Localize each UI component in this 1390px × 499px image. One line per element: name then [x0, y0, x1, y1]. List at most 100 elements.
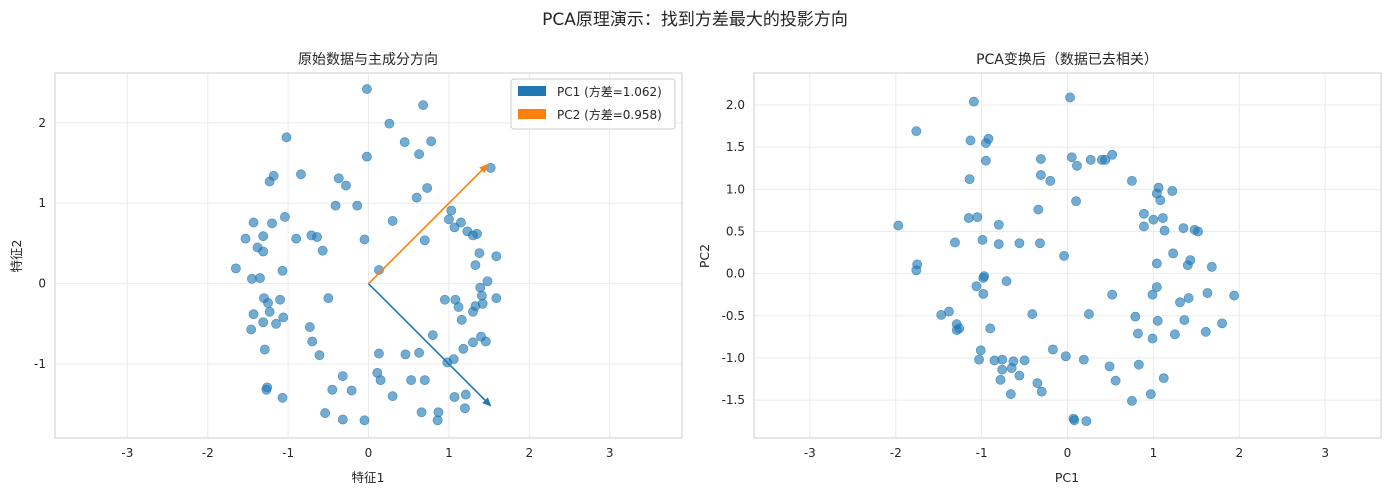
left-data-point [307, 336, 318, 347]
right-data-point [1104, 361, 1115, 372]
right-data-point [1183, 293, 1194, 303]
right-data-point [936, 310, 947, 320]
right-data-point [911, 126, 922, 137]
right-ytick-label: -1.0 [722, 351, 745, 365]
left-data-point [460, 403, 470, 414]
left-data-point [475, 282, 486, 293]
left-data-point [264, 306, 275, 317]
legend-label-pc2: PC2 (方差=0.958) [557, 107, 662, 122]
right-data-point [1159, 225, 1170, 236]
left-data-point [337, 414, 348, 425]
right-ytick-label: -1.5 [722, 393, 745, 407]
legend-frame [510, 78, 676, 130]
right-data-point [1127, 396, 1137, 406]
right-data-point [1069, 415, 1080, 426]
left-data-point [330, 200, 341, 211]
right-data-point [1151, 282, 1162, 293]
left-data-point [411, 192, 422, 203]
right-data-point [1167, 186, 1178, 196]
right-data-point [1130, 311, 1141, 322]
left-data-point [470, 260, 481, 271]
pc1-arrow [367, 283, 492, 407]
left-data-point [333, 173, 344, 184]
right-data-point [963, 213, 974, 223]
right-data-point [1229, 290, 1240, 301]
left-data-point [374, 348, 384, 359]
left-data-point [460, 389, 471, 400]
left-data-point [468, 306, 478, 317]
right-data-point [974, 354, 984, 365]
right-xtick-label: 1 [1150, 446, 1158, 460]
left-legend: PC1 (方差=1.062) PC2 (方差=0.958) [510, 78, 676, 130]
right-data-point [997, 354, 1008, 365]
left-data-point [387, 216, 398, 226]
right-scatter-plot: PCA变换后（数据已去相关） -3 -2 -1 0 1 2 3 -1.5 -1.0 -0.5 0.… [697, 51, 1382, 485]
left-data-point [278, 312, 289, 323]
right-data-point [1152, 315, 1163, 326]
right-data-point [1085, 154, 1096, 165]
left-plot-title: 原始数据与主成分方向 [298, 52, 438, 68]
right-data-point [975, 345, 986, 356]
left-data-point [296, 169, 306, 180]
left-data-point [264, 176, 275, 187]
right-data-point [979, 271, 990, 282]
left-data-point [258, 231, 269, 242]
left-data-point [267, 218, 277, 229]
left-data-point [427, 330, 438, 340]
right-xtick-label: -3 [804, 446, 816, 460]
right-data-point [1084, 309, 1094, 319]
right-data-point [1133, 328, 1143, 339]
left-data-point [314, 350, 325, 361]
left-data-point [323, 293, 334, 304]
left-data-point [449, 392, 460, 402]
right-points [893, 92, 1240, 427]
left-ytick-label: 0 [38, 277, 46, 291]
right-axes-frame [753, 72, 1382, 439]
left-data-point [346, 385, 357, 396]
left-data-point [337, 371, 348, 381]
right-data-point [1139, 221, 1149, 232]
left-data-point [422, 183, 433, 193]
right-ytick-label: 1.5 [726, 140, 745, 154]
right-data-point [977, 235, 988, 245]
right-data-point [1139, 208, 1149, 219]
right-data-point [1182, 260, 1193, 271]
right-data-point [1005, 389, 1016, 400]
right-data-point [1107, 149, 1118, 160]
right-yticks: -1.5 -1.0 -0.5 0.0 0.5 1.0 1.5 2.0 [722, 98, 745, 407]
right-data-point [1155, 195, 1166, 206]
left-data-point [419, 235, 430, 246]
left-data-point [277, 392, 288, 403]
left-data-point [439, 294, 450, 305]
left-data-point [443, 214, 454, 225]
right-data-point [1001, 276, 1012, 287]
right-data-point [1006, 363, 1017, 373]
right-data-point [1019, 355, 1030, 366]
right-data-point [1035, 170, 1046, 180]
right-xtick-label: 0 [1064, 446, 1072, 460]
right-data-point [1147, 333, 1158, 344]
right-data-point [1206, 261, 1217, 272]
left-axes-frame [54, 72, 683, 439]
right-data-point [1145, 389, 1156, 400]
right-plot-title: PCA变换后（数据已去相关） [976, 51, 1158, 68]
left-xtick-label: 3 [606, 446, 614, 460]
right-data-point [1169, 329, 1180, 340]
right-xtick-label: -1 [976, 446, 988, 460]
right-data-point [1014, 370, 1025, 381]
right-data-point [1027, 309, 1038, 319]
left-data-point [361, 151, 372, 162]
right-data-point [1175, 297, 1185, 308]
left-data-point [400, 349, 411, 360]
left-xticks: -3 -2 -1 0 1 2 3 [121, 446, 613, 460]
right-data-point [997, 364, 1008, 375]
right-x-axis-label: PC1 [1055, 470, 1079, 485]
left-xtick-label: -3 [121, 446, 133, 460]
left-data-point [312, 232, 322, 242]
right-data-point [971, 281, 982, 292]
left-data-point [258, 246, 269, 257]
right-data-point [1065, 92, 1075, 103]
left-xtick-label: -1 [282, 446, 294, 460]
left-data-point [418, 100, 429, 111]
